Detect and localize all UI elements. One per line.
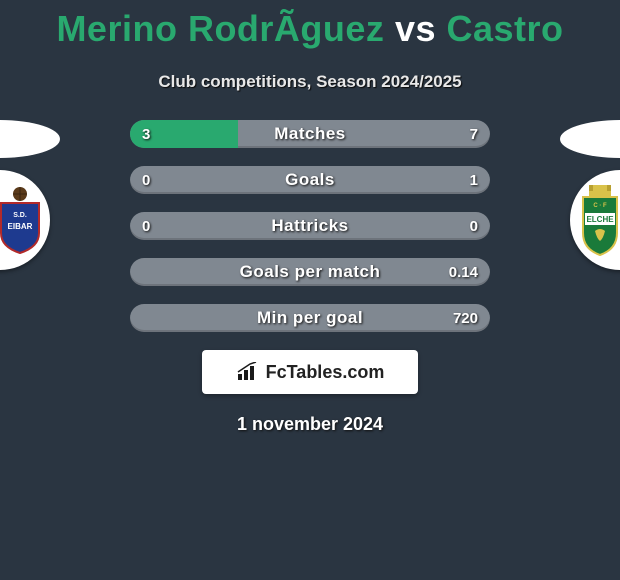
stat-bar: 0 Hattricks 0 — [130, 212, 490, 240]
bar-chart-icon — [236, 362, 260, 382]
subtitle: Club competitions, Season 2024/2025 — [0, 72, 620, 92]
crest-right: ELCHE C · F — [570, 170, 620, 270]
stat-label: Matches — [130, 120, 490, 148]
left-ellipse — [0, 120, 60, 158]
stat-value-right: 0 — [470, 212, 478, 240]
right-ellipse — [560, 120, 620, 158]
stat-value-right: 0.14 — [449, 258, 478, 286]
stat-value-right: 720 — [453, 304, 478, 332]
date-label: 1 november 2024 — [0, 414, 620, 435]
brand-box: FcTables.com — [202, 350, 418, 394]
svg-text:C · F: C · F — [593, 203, 607, 209]
stat-bar: 0 Goals 1 — [130, 166, 490, 194]
stat-label: Goals — [130, 166, 490, 194]
stat-label: Hattricks — [130, 212, 490, 240]
svg-text:EIBAR: EIBAR — [8, 222, 33, 231]
stat-value-right: 7 — [470, 120, 478, 148]
stat-bars: 3 Matches 7 0 Goals 1 0 Hattricks 0 Goal… — [130, 120, 490, 332]
comparison-title: Merino RodrÃguez vs Castro — [0, 0, 620, 50]
svg-text:S.D.: S.D. — [13, 212, 27, 219]
vs-label: vs — [395, 8, 436, 49]
player1-name: Merino RodrÃguez — [56, 8, 384, 49]
svg-text:ELCHE: ELCHE — [586, 215, 614, 224]
player2-name: Castro — [447, 8, 564, 49]
eibar-crest-icon: S.D. EIBAR — [0, 185, 45, 255]
crest-left: S.D. EIBAR — [0, 170, 50, 270]
brand-text: FcTables.com — [266, 362, 385, 383]
stat-label: Goals per match — [130, 258, 490, 286]
stat-label: Min per goal — [130, 304, 490, 332]
stat-bar: Goals per match 0.14 — [130, 258, 490, 286]
stat-bar: 3 Matches 7 — [130, 120, 490, 148]
stat-value-right: 1 — [470, 166, 478, 194]
comparison-stage: S.D. EIBAR ELCHE C · F 3 Matches 7 0 — [0, 120, 620, 435]
stat-bar: Min per goal 720 — [130, 304, 490, 332]
elche-crest-icon: ELCHE C · F — [575, 183, 620, 257]
